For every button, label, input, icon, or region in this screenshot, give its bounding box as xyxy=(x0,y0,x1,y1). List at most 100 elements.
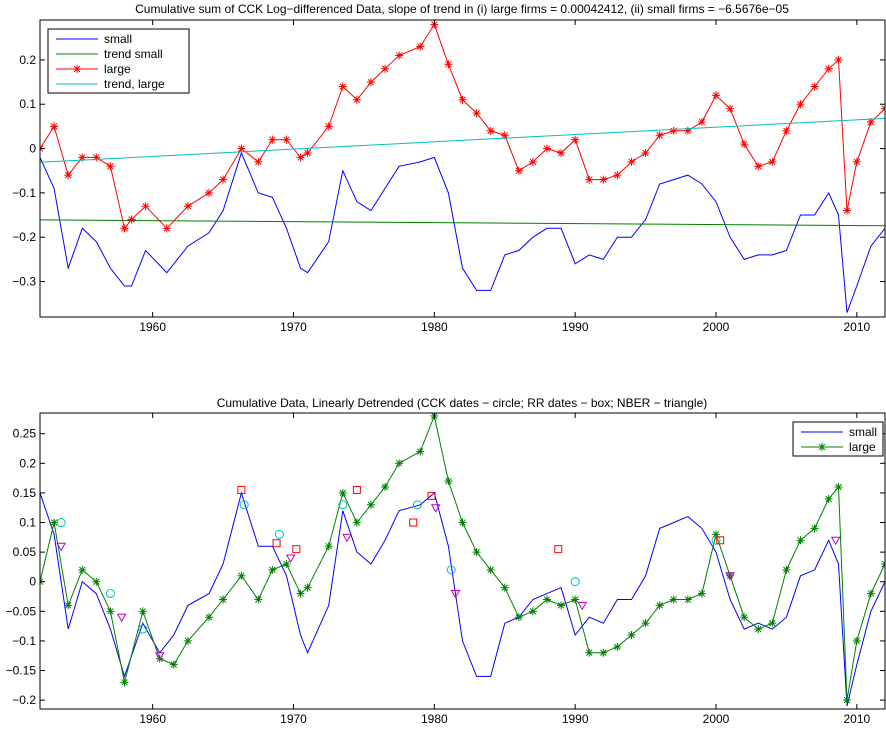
chart-bottom-series-large-point xyxy=(796,536,805,545)
chart-top-legend-box xyxy=(47,28,190,94)
y-tick-label: 0 xyxy=(29,142,36,156)
chart-top-series-large-point xyxy=(352,95,361,104)
chart-bottom-series-large-point xyxy=(881,559,885,568)
chart-top-series-large-point xyxy=(444,60,453,69)
y-tick-label: 0.2 xyxy=(19,456,36,470)
rr-date-box-marker xyxy=(554,545,563,554)
nber-date-triangle-marker xyxy=(830,536,841,546)
chart-bottom-series-large-point xyxy=(852,636,861,645)
legend-label: small xyxy=(104,32,132,46)
chart-bottom-series-large-point xyxy=(138,607,147,616)
chart-top-series-large-point xyxy=(64,171,73,180)
chart-bottom-series-large-point xyxy=(866,589,875,598)
legend-swatch-marker xyxy=(73,65,81,73)
y-tick-label: −0.15 xyxy=(6,664,37,678)
chart-top-series-large-point xyxy=(669,126,678,135)
chart-top-series-large-point xyxy=(282,135,291,144)
nber-date-triangle-marker xyxy=(116,613,127,623)
chart-top-series-large-point xyxy=(810,82,819,91)
chart-bottom-series-large-point xyxy=(683,595,692,604)
chart-bottom-series-large-point xyxy=(155,654,164,663)
chart-top-series-large-point xyxy=(585,175,594,184)
cck-date-circle-marker xyxy=(138,624,148,634)
cck-date-circle-marker xyxy=(446,565,456,575)
y-tick-label: −0.2 xyxy=(12,693,36,707)
chart-top-series-large-point xyxy=(613,171,622,180)
chart-bottom-series-large-point xyxy=(528,607,537,616)
chart-top-series-large-point xyxy=(141,202,150,211)
chart-bottom-series-large-point xyxy=(599,648,608,657)
chart-top: Cumulative sum of CCK Log−differenced Da… xyxy=(12,2,886,334)
chart-top-series-large-point xyxy=(296,153,305,162)
rr-date-box-marker xyxy=(272,539,281,548)
chart-top-series-large-point xyxy=(712,91,720,100)
legend-label: large xyxy=(849,440,876,454)
chart-bottom-series-large-point xyxy=(585,648,594,657)
chart-bottom-series-large-point xyxy=(669,595,678,604)
x-tick-label: 1980 xyxy=(421,712,448,726)
chart-bottom-series-large-point xyxy=(543,595,551,604)
chart-bottom-series-large-point xyxy=(500,583,509,592)
chart-top-series-large-point xyxy=(162,224,171,233)
chart-bottom-series-large-point xyxy=(472,548,481,557)
chart-top-title: Cumulative sum of CCK Log−differenced Da… xyxy=(135,2,789,16)
chart-top-series-large-point xyxy=(395,51,404,60)
chart-top-series-large-point xyxy=(726,104,735,113)
chart-top-series-large-point xyxy=(824,64,833,73)
chart-top-series-small-line xyxy=(40,151,885,313)
chart-bottom-series-large-point xyxy=(205,613,213,622)
chart-top-series-large-point xyxy=(697,117,706,126)
y-tick-label: 0 xyxy=(29,575,36,589)
legend-label: trend, large xyxy=(104,77,165,91)
x-tick-label: 1980 xyxy=(421,320,448,334)
cck-date-circle-marker xyxy=(56,518,66,528)
rr-date-box-marker xyxy=(292,545,301,554)
y-tick-label: −0.3 xyxy=(12,275,36,289)
y-tick-label: −0.2 xyxy=(12,230,36,244)
chart-top-series-large-point xyxy=(338,82,347,91)
chart-bottom-series-large-point xyxy=(740,613,749,622)
chart-bottom-series-large-point xyxy=(444,477,453,486)
chart-bottom-series-large-point xyxy=(338,488,347,497)
legend-label: small xyxy=(849,425,877,439)
chart-bottom-series-large-point xyxy=(458,518,467,527)
chart-bottom-series-large-point xyxy=(416,447,425,456)
chart-top-series-large-point xyxy=(486,126,495,135)
y-tick-label: 0.15 xyxy=(13,486,37,500)
chart-top-series-large-point xyxy=(472,109,481,118)
chart-bottom-series-large-point xyxy=(514,613,523,622)
chart-top-series-large-point xyxy=(416,42,425,51)
cck-date-circle-marker xyxy=(711,535,721,545)
chart-top-series-large-point xyxy=(881,104,885,113)
legend-label: large xyxy=(104,62,131,76)
chart-top-series-large-point xyxy=(50,122,59,131)
chart-top-series-large-point xyxy=(237,144,246,153)
chart-bottom-series-large-point xyxy=(824,494,833,503)
nber-date-triangle-marker xyxy=(154,652,165,661)
chart-bottom-series-large-point xyxy=(571,595,580,604)
y-tick-label: 0.05 xyxy=(13,545,37,559)
chart-top-series-large-point xyxy=(641,148,650,157)
chart-top-series-large-point xyxy=(599,175,608,184)
x-tick-label: 1960 xyxy=(139,712,166,726)
chart-top-series-large-point xyxy=(754,162,763,171)
chart-top-series-large-point xyxy=(324,122,333,131)
cck-date-circle-marker xyxy=(105,589,115,599)
chart-top-series-large-point xyxy=(127,215,136,224)
rr-date-box-marker xyxy=(409,518,418,527)
chart-bottom-series-large-point xyxy=(768,619,777,628)
x-tick-label: 1970 xyxy=(280,712,307,726)
y-tick-label: −0.1 xyxy=(12,634,36,648)
chart-bottom-series-large-point xyxy=(627,631,636,639)
y-tick-label: 0.1 xyxy=(19,516,36,530)
chart-top-series-large-point xyxy=(78,153,87,162)
x-tick-label: 1970 xyxy=(280,320,307,334)
chart-bottom-series-large-point xyxy=(697,589,706,598)
chart-bottom-series-large-point xyxy=(303,583,312,592)
chart-bottom-series-large-line xyxy=(40,414,885,701)
chart-top-series-large-point xyxy=(458,95,467,104)
chart-bottom-legend-box xyxy=(792,421,884,457)
x-tick-label: 2000 xyxy=(703,712,730,726)
chart-top-series-large-point xyxy=(120,224,129,233)
